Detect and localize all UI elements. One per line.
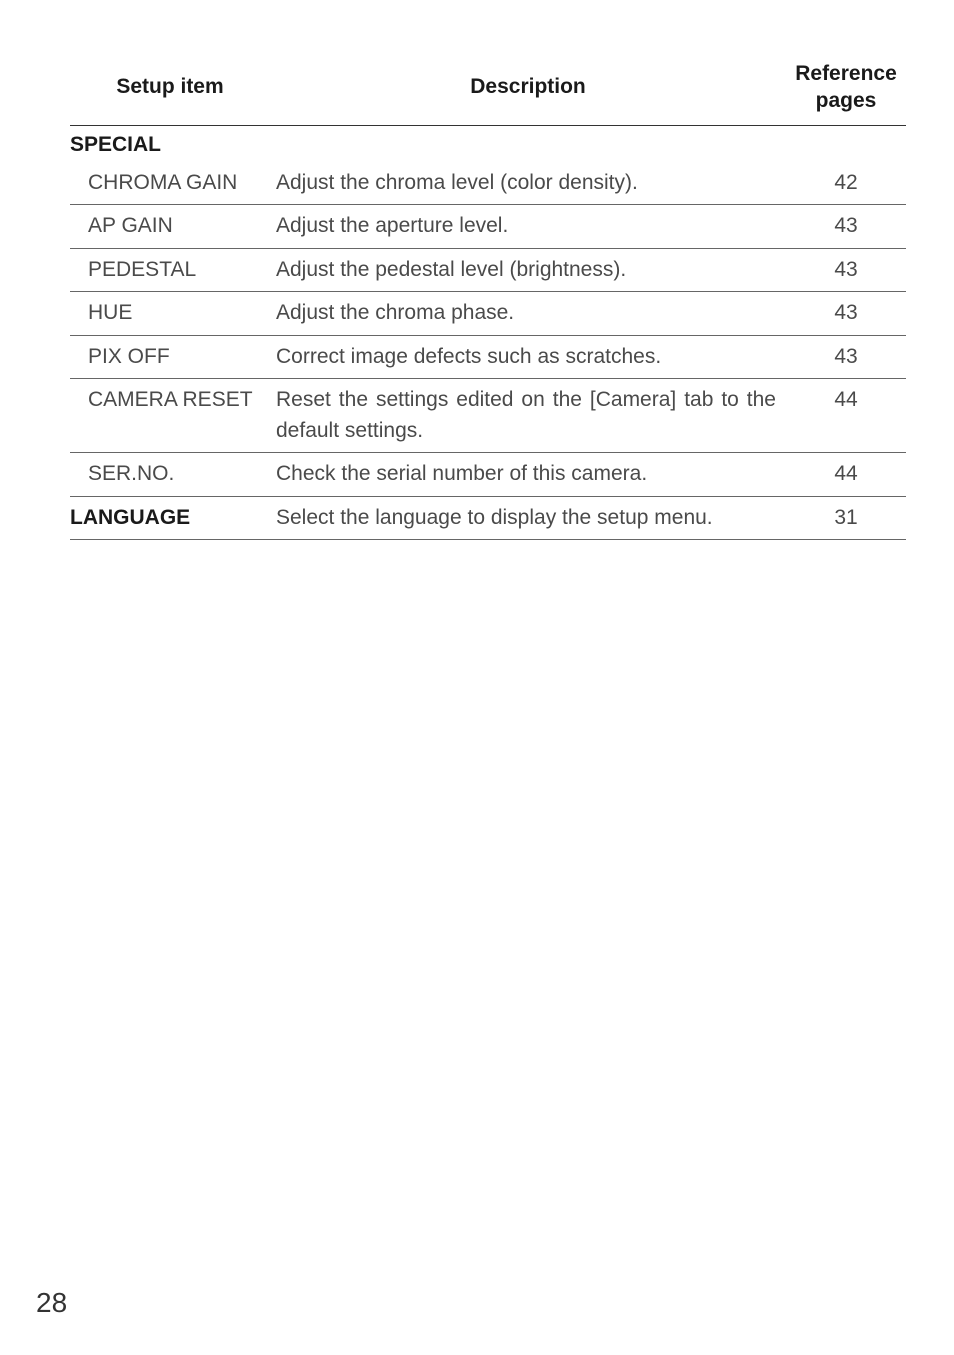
setup-ref: 43 xyxy=(786,248,906,291)
setup-item: HUE xyxy=(70,292,270,335)
section-language-label: LANGUAGE xyxy=(70,496,270,539)
table-row: HUE Adjust the chroma phase. 43 xyxy=(70,292,906,335)
setup-item: CAMERA RESET xyxy=(70,379,270,453)
setup-item: PIX OFF xyxy=(70,335,270,378)
col-header-ref: Reference pages xyxy=(786,52,906,125)
table-row: PIX OFF Correct image defects such as sc… xyxy=(70,335,906,378)
setup-item: SER.NO. xyxy=(70,453,270,496)
setup-desc: Check the serial number of this camera. xyxy=(270,453,786,496)
col-header-desc: Description xyxy=(270,52,786,125)
setup-desc: Correct image defects such as scratches. xyxy=(270,335,786,378)
setup-ref: 42 xyxy=(786,162,906,205)
setup-ref: 43 xyxy=(786,292,906,335)
setup-desc: Adjust the chroma phase. xyxy=(270,292,786,335)
page-number: 28 xyxy=(36,1287,67,1319)
setup-desc: Select the language to display the setup… xyxy=(270,496,786,539)
setup-ref: 43 xyxy=(786,335,906,378)
setup-desc: Adjust the chroma level (color density). xyxy=(270,162,786,205)
section-special-label: SPECIAL xyxy=(70,125,906,162)
setup-ref: 43 xyxy=(786,205,906,248)
setup-desc: Adjust the aperture level. xyxy=(270,205,786,248)
setup-item: AP GAIN xyxy=(70,205,270,248)
table-row: CAMERA RESET Reset the settings edited o… xyxy=(70,379,906,453)
setup-ref: 44 xyxy=(786,453,906,496)
setup-item: CHROMA GAIN xyxy=(70,162,270,205)
setup-item: PEDESTAL xyxy=(70,248,270,291)
setup-desc: Adjust the pedestal level (brightness). xyxy=(270,248,786,291)
table-row: LANGUAGE Select the language to display … xyxy=(70,496,906,539)
table-row: PEDESTAL Adjust the pedestal level (brig… xyxy=(70,248,906,291)
col-header-setup: Setup item xyxy=(70,52,270,125)
setup-ref: 31 xyxy=(786,496,906,539)
table-row: CHROMA GAIN Adjust the chroma level (col… xyxy=(70,162,906,205)
setup-ref: 44 xyxy=(786,379,906,453)
setup-desc: Reset the settings edited on the [Camera… xyxy=(270,379,786,453)
table-row: SER.NO. Check the serial number of this … xyxy=(70,453,906,496)
setup-table: Setup item Description Reference pages S… xyxy=(70,52,906,540)
table-row: AP GAIN Adjust the aperture level. 43 xyxy=(70,205,906,248)
